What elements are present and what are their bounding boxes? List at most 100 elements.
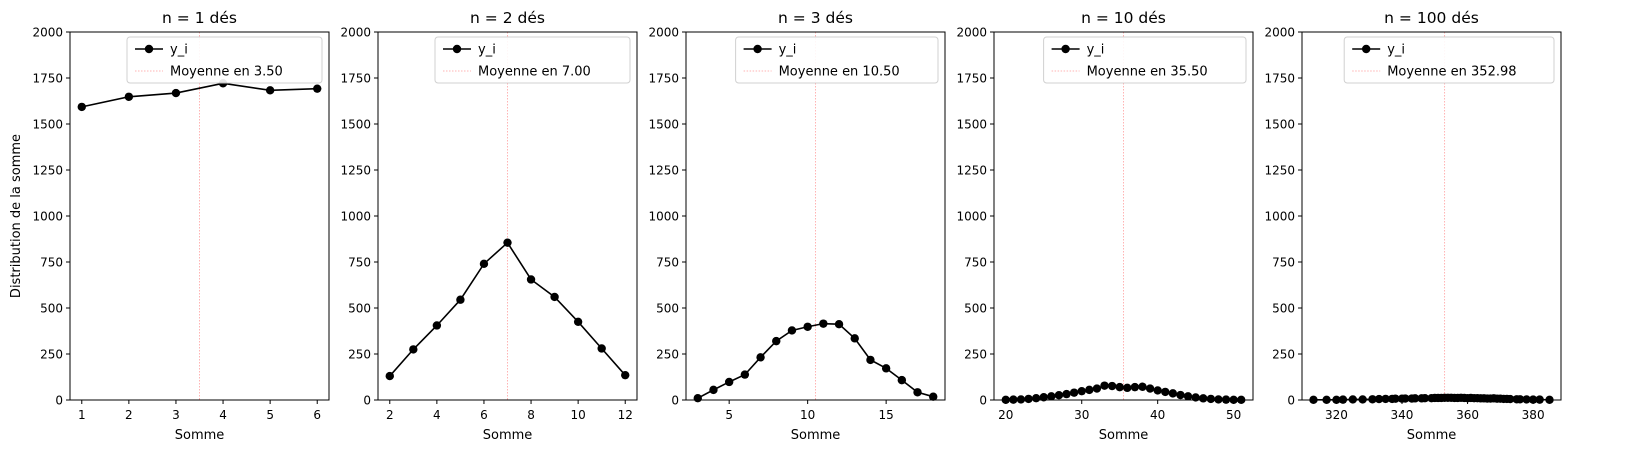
data-point	[866, 355, 875, 365]
legend-series-name: y_i	[1087, 43, 1105, 58]
data-point	[1016, 395, 1026, 404]
legend-series-marker	[452, 44, 462, 54]
chart-title: n = 10 dés	[1081, 9, 1166, 27]
data-point	[1401, 394, 1410, 403]
data-point	[740, 370, 750, 379]
data-point	[724, 377, 734, 387]
y-tick-label: 0	[55, 393, 63, 407]
y-tick-label: 500	[1272, 301, 1295, 315]
y-tick-label: 1250	[340, 163, 371, 177]
data-point	[1092, 384, 1102, 393]
legend-frame	[434, 36, 631, 84]
y-tick-label: 1750	[32, 71, 63, 85]
legend-mean-label: Moyenne en 3.50	[170, 65, 283, 80]
data-point	[124, 92, 134, 101]
data-point	[881, 364, 891, 373]
data-point	[1368, 395, 1377, 404]
y-tick-label: 1000	[1264, 209, 1295, 223]
x-tick-label: 3	[172, 408, 180, 422]
x-tick-label: 1	[78, 408, 86, 422]
legend-series-marker	[1362, 44, 1371, 54]
data-point	[709, 385, 718, 395]
data-point	[1358, 395, 1367, 404]
chart-title: n = 100 dés	[1384, 9, 1479, 27]
y-tick-label: 500	[348, 301, 371, 315]
y-tick-label: 500	[656, 301, 679, 315]
y-tick-label: 1750	[340, 71, 371, 85]
y-tick-label: 2000	[956, 25, 987, 39]
x-tick-label: 4	[433, 408, 441, 422]
y-tick-label: 1500	[648, 117, 679, 131]
data-point	[819, 319, 828, 328]
data-point	[929, 392, 938, 401]
data-point	[1107, 381, 1117, 391]
legend: y_i Moyenne en 3.50	[126, 36, 323, 84]
data-point	[1138, 382, 1147, 391]
data-point	[385, 371, 394, 381]
y-tick-label: 1000	[956, 209, 987, 223]
data-point	[456, 295, 465, 304]
y-tick-label: 1250	[956, 163, 987, 177]
data-point	[1123, 383, 1132, 393]
y-tick-label: 1750	[648, 71, 679, 85]
data-point	[1077, 386, 1086, 396]
x-axis-label: Somme	[1099, 428, 1149, 443]
data-point	[1214, 395, 1223, 404]
data-point	[313, 84, 322, 93]
data-point	[1168, 389, 1178, 398]
y-tick-label: 250	[1272, 347, 1295, 361]
data-point	[834, 319, 844, 329]
data-point	[550, 292, 559, 302]
data-point	[756, 353, 765, 362]
data-point	[1054, 391, 1064, 400]
data-point	[1505, 394, 1515, 404]
x-tick-label: 5	[725, 408, 733, 422]
chart-panel-5: n = 100 dés 0 250 500 750 1000 1250 1500 1750 200…	[1264, 9, 1562, 443]
x-tick-label: 5	[266, 408, 274, 422]
data-point	[1522, 395, 1531, 404]
y-tick-label: 2000	[1264, 25, 1295, 39]
data-point	[1183, 392, 1193, 401]
y-tick-label: 750	[1272, 255, 1295, 269]
chart-title: n = 2 dés	[470, 9, 545, 27]
y-tick-label: 2000	[340, 25, 371, 39]
x-tick-label: 4	[219, 408, 227, 422]
data-point	[1374, 394, 1384, 404]
data-point	[1153, 386, 1162, 395]
x-tick-label: 12	[618, 408, 633, 422]
y-axis-label: Distribution de la somme	[9, 134, 24, 298]
y-tick-label: 1250	[32, 163, 63, 177]
y-tick-label: 1000	[340, 209, 371, 223]
x-tick-label: 2	[386, 408, 394, 422]
legend: y_i Moyenne en 10.50	[735, 36, 939, 84]
data-point	[526, 275, 536, 284]
x-tick-label: 10	[800, 408, 815, 422]
data-point	[1176, 390, 1185, 400]
legend: y_i Moyenne en 352.98	[1343, 36, 1555, 84]
data-point	[1085, 385, 1094, 395]
y-tick-label: 1250	[648, 163, 679, 177]
data-point	[1391, 394, 1400, 403]
y-tick-label: 250	[964, 347, 987, 361]
data-point	[479, 259, 489, 269]
data-point	[573, 317, 583, 326]
y-tick-label: 250	[656, 347, 679, 361]
data-point	[897, 375, 907, 385]
x-axis-label: Somme	[483, 428, 533, 443]
data-point	[1348, 395, 1358, 404]
y-tick-label: 0	[979, 393, 987, 407]
x-tick-label: 30	[1074, 408, 1089, 422]
data-point	[850, 334, 859, 343]
data-point	[503, 238, 512, 247]
x-tick-label: 40	[1150, 408, 1165, 422]
legend-frame	[126, 36, 323, 84]
legend-mean-label: Moyenne en 10.50	[779, 65, 900, 80]
data-point	[1381, 394, 1390, 404]
chart-panel-1: n = 1 dés 0 250 500 750 1000 1250 1500 1750 2000 1…	[9, 9, 330, 443]
y-tick-label: 2000	[32, 25, 63, 39]
y-tick-label: 2000	[648, 25, 679, 39]
x-tick-label: 10	[570, 408, 585, 422]
x-tick-label: 6	[480, 408, 488, 422]
y-tick-label: 0	[671, 393, 679, 407]
